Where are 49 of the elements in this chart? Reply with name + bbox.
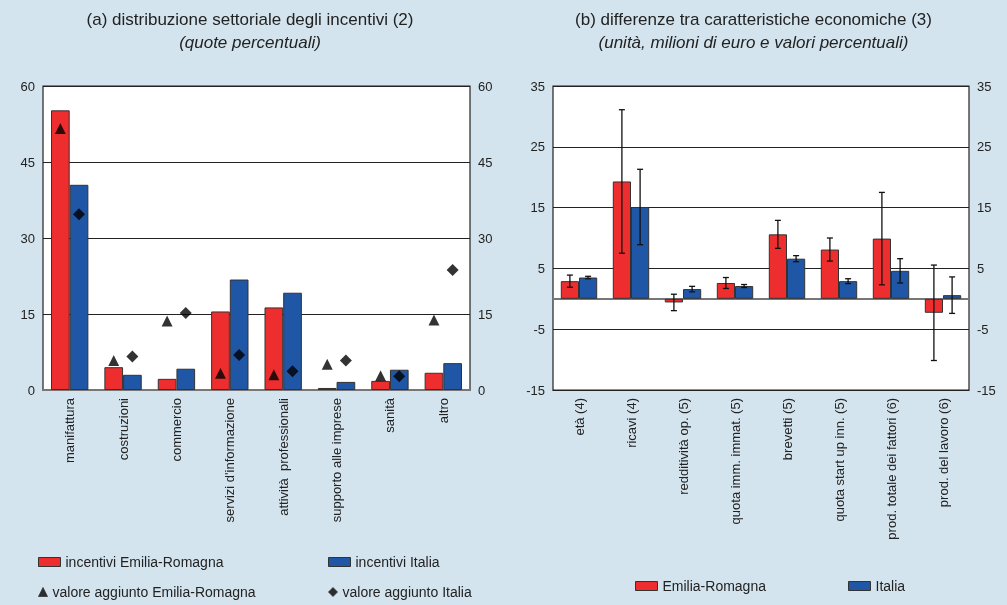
y-tick-label: 60 bbox=[20, 78, 35, 94]
y2-tick-label: 25 bbox=[977, 139, 992, 155]
x-tick-label: quota start up inn. (5) bbox=[831, 398, 847, 522]
legend-label: incentivi Emilia-Romagna bbox=[65, 554, 224, 570]
x-tick-label: sanità bbox=[382, 397, 398, 433]
x-tick-label: prod. totale dei fattori (6) bbox=[883, 398, 899, 540]
y2-tick-label: 0 bbox=[478, 382, 486, 398]
chart-subtitle: (unità, milioni di euro e valori percentuali) bbox=[598, 33, 909, 52]
x-tick-label: quota imm. immat. (5) bbox=[727, 398, 743, 525]
x-tick-label: altro bbox=[435, 398, 451, 424]
y2-tick-label: 15 bbox=[478, 306, 493, 322]
chart-subtitle: (quote percentuali) bbox=[179, 33, 321, 52]
y2-tick-label: 5 bbox=[977, 260, 985, 276]
y-tick-label: -15 bbox=[526, 382, 545, 398]
x-tick-label: redditività op. (5) bbox=[675, 398, 691, 495]
y2-tick-label: 35 bbox=[977, 78, 992, 94]
x-tick-label: costruzioni bbox=[115, 397, 131, 461]
chart-title: (b) differenze tra caratteristiche economiche (3) bbox=[575, 10, 932, 29]
x-tick-label: ricavi (4) bbox=[623, 398, 639, 448]
x-tick-label: manifattura bbox=[62, 397, 78, 464]
x-tick-label: commercio bbox=[168, 398, 184, 462]
bar bbox=[683, 289, 702, 299]
y-tick-label: 5 bbox=[537, 260, 545, 276]
legend-label: valore aggiunto Italia bbox=[342, 584, 472, 600]
y-tick-label: 30 bbox=[20, 230, 35, 246]
legend-label: Italia bbox=[875, 578, 906, 594]
chart-title: (a) distribuzione settoriale degli incentivi (2) bbox=[86, 10, 414, 29]
x-tick-label: attività professionali bbox=[275, 397, 291, 516]
legend-label: incentivi Italia bbox=[355, 554, 440, 570]
x-tick-label: servizi d'informazione bbox=[222, 398, 238, 523]
y-tick-label: 15 bbox=[20, 306, 35, 322]
y2-tick-label: 15 bbox=[977, 200, 992, 216]
x-tick-label: prod. del lavoro (6) bbox=[935, 398, 951, 508]
y-tick-label: 45 bbox=[20, 154, 35, 170]
y2-tick-label: 60 bbox=[478, 78, 493, 94]
y-tick-label: 35 bbox=[530, 78, 545, 94]
y2-tick-label: -5 bbox=[977, 321, 989, 337]
y2-tick-label: 45 bbox=[478, 154, 493, 170]
y2-tick-label: 30 bbox=[478, 230, 493, 246]
legend-label: valore aggiunto Emilia-Romagna bbox=[52, 584, 256, 600]
y-tick-label: 25 bbox=[530, 139, 545, 155]
y-tick-label: 15 bbox=[530, 200, 545, 216]
y2-tick-label: -15 bbox=[977, 382, 996, 398]
x-tick-label: età (4) bbox=[571, 398, 587, 436]
y-tick-label: -5 bbox=[533, 321, 545, 337]
x-tick-label: supporto alle imprese bbox=[329, 398, 345, 523]
y-tick-label: 0 bbox=[27, 382, 35, 398]
x-tick-label: brevetti (5) bbox=[779, 398, 795, 461]
legend-label: Emilia-Romagna bbox=[662, 578, 767, 594]
